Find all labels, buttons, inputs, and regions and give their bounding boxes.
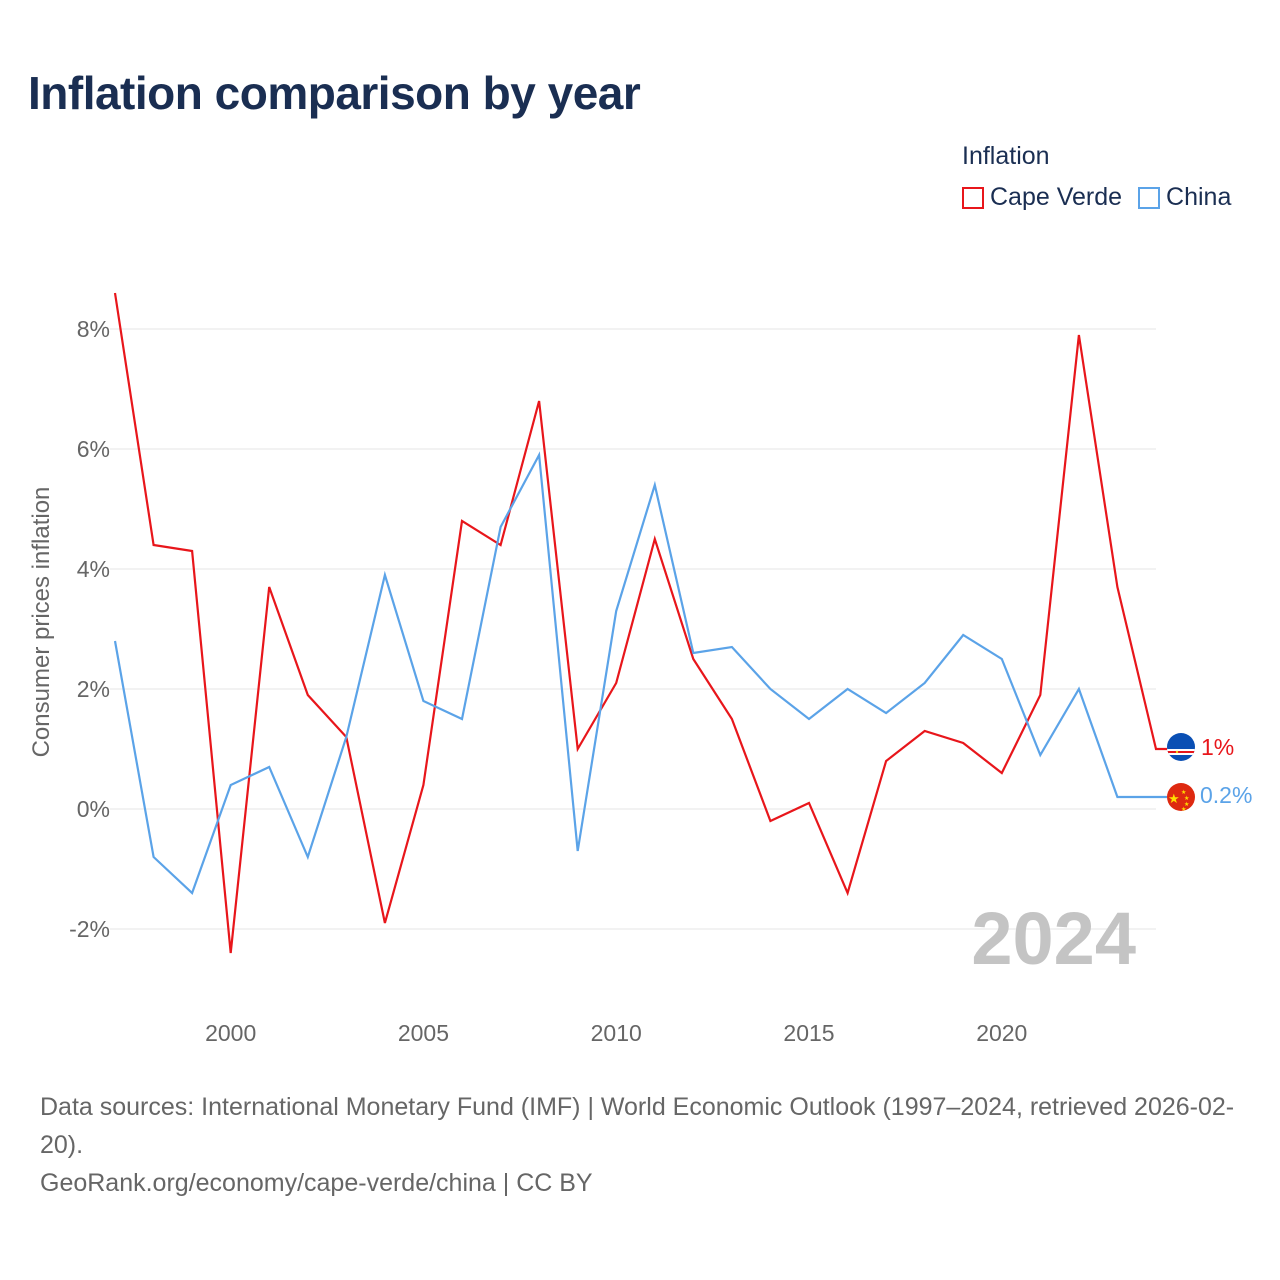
footer: Data sources: International Monetary Fun… — [40, 1088, 1250, 1202]
legend-label-cape-verde: Cape Verde — [990, 183, 1123, 211]
series-line-cape-verde[interactable] — [113, 292, 1167, 954]
line-chart: -2%0%2%4%6%8% 2000 2005 2010 2015 2020 2024 … — [69, 292, 1252, 1046]
legend-item-china[interactable]: China — [1138, 183, 1231, 212]
cape-verde-flag-icon — [1167, 733, 1195, 761]
y-tick-label: 6% — [77, 436, 110, 462]
svg-text:★: ★ — [1181, 789, 1186, 796]
y-tick-label: -2% — [69, 916, 110, 942]
x-tick-label: 2015 — [783, 1020, 834, 1046]
legend-swatch-cape-verde — [962, 186, 984, 209]
source-link[interactable]: GeoRank.org/economy/cape-verde/china | C… — [40, 1169, 593, 1197]
legend: Inflation Cape Verde China — [962, 142, 1231, 212]
legend-label-china: China — [1166, 183, 1232, 211]
chart-title: Inflation comparison by year — [28, 67, 641, 119]
legend-item-cape-verde[interactable]: Cape Verde — [962, 183, 1122, 212]
x-tick-label: 2005 — [398, 1020, 449, 1046]
y-tick-label: 4% — [77, 556, 110, 582]
cape-verde-end-label: 1% — [1201, 734, 1234, 760]
data-sources: Data sources: International Monetary Fun… — [40, 1093, 1235, 1159]
svg-text:★: ★ — [1181, 806, 1186, 813]
svg-text:★: ★ — [1184, 801, 1189, 808]
year-watermark: 2024 — [971, 897, 1136, 980]
series-line-china[interactable] — [113, 451, 1167, 895]
x-tick-label: 2010 — [591, 1020, 642, 1046]
x-tick-label: 2000 — [205, 1020, 256, 1046]
china-end-label: 0.2% — [1200, 782, 1252, 808]
legend-title: Inflation — [962, 142, 1050, 170]
y-tick-label: 2% — [77, 676, 110, 702]
x-tick-label: 2020 — [976, 1020, 1027, 1046]
legend-swatch-china — [1138, 186, 1161, 209]
svg-text:★: ★ — [1168, 792, 1180, 807]
y-tick-label: 8% — [77, 316, 110, 342]
china-flag-icon: ★ ★ ★ ★ ★ — [1167, 783, 1195, 813]
y-tick-label: 0% — [77, 796, 110, 822]
svg-text:★: ★ — [1184, 795, 1189, 802]
